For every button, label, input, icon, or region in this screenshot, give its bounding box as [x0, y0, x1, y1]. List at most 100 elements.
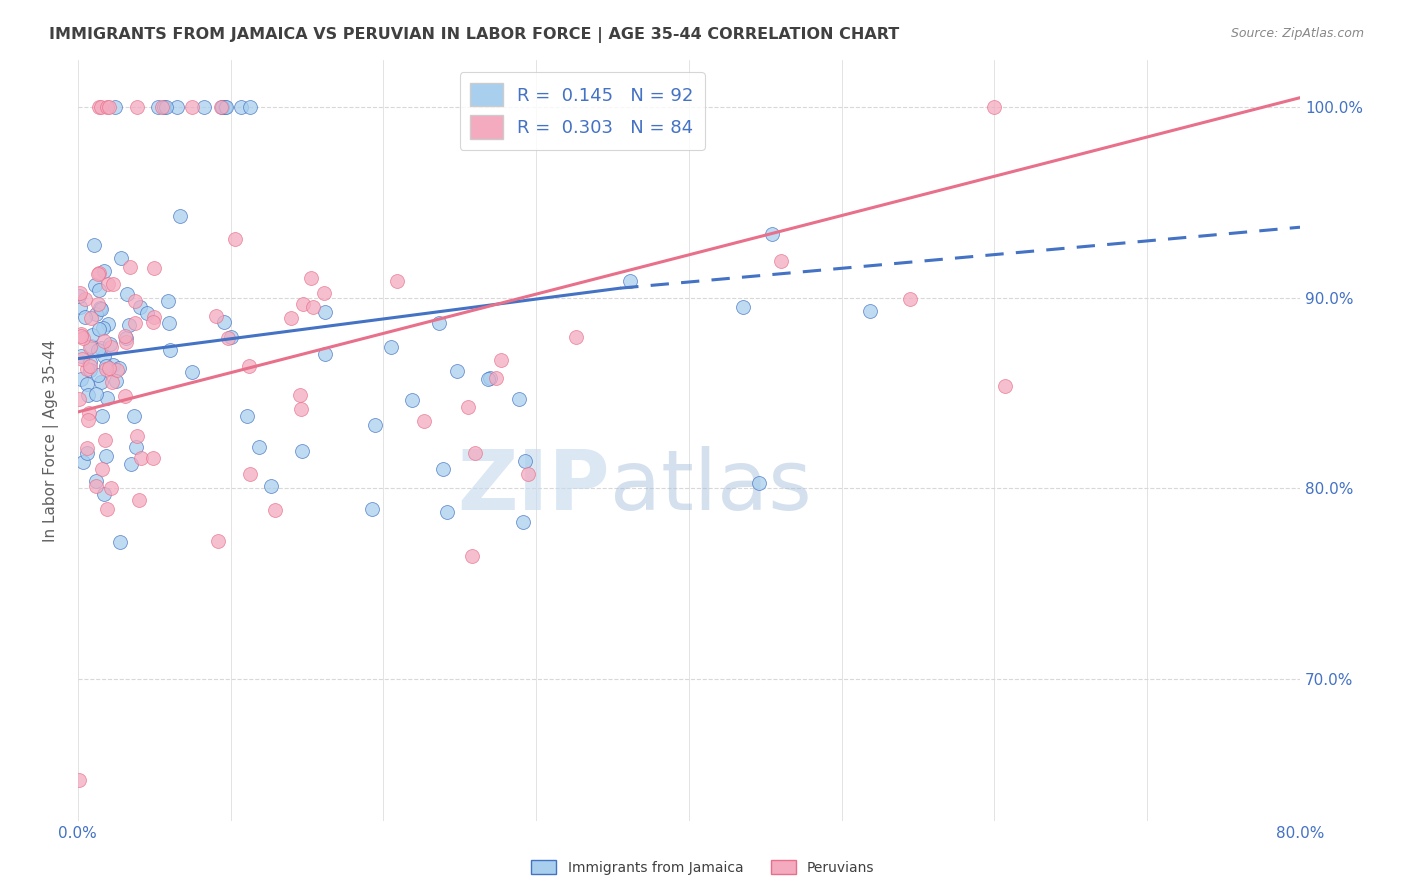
Point: [115, 335, 138, 350]
Point: [127, 100, 149, 114]
Point: [115, 287, 138, 301]
Point: [84, 479, 107, 493]
Point: [217, 331, 239, 345]
Point: [291, 444, 314, 458]
Point: [105, 374, 128, 388]
Point: [239, 100, 262, 114]
Point: [87, 100, 110, 114]
Point: [70, 352, 93, 367]
Point: [478, 371, 501, 385]
Point: [207, 533, 229, 548]
Point: [70, 326, 93, 341]
Point: [120, 458, 142, 472]
Point: [142, 261, 165, 276]
Point: [212, 314, 235, 328]
Point: [110, 251, 132, 265]
Point: [361, 501, 384, 516]
Point: [80, 339, 103, 353]
Point: [96, 449, 118, 463]
Point: [122, 409, 145, 423]
Legend: Immigrants from Jamaica, Peruvians: Immigrants from Jamaica, Peruvians: [526, 855, 880, 880]
Point: [129, 300, 152, 314]
Point: [769, 254, 792, 268]
Point: [105, 362, 128, 376]
Legend: R =  0.145   N = 92, R =  0.303   N = 84: R = 0.145 N = 92, R = 0.303 N = 84: [460, 72, 704, 150]
Point: [292, 297, 315, 311]
Point: [564, 329, 586, 343]
Point: [446, 364, 468, 378]
Point: [209, 100, 232, 114]
Point: [76, 376, 98, 391]
Point: [97, 100, 120, 114]
Point: [385, 274, 408, 288]
Y-axis label: In Labor Force | Age 35-44: In Labor Force | Age 35-44: [44, 339, 59, 541]
Point: [314, 346, 336, 360]
Point: [432, 462, 454, 476]
Point: [314, 305, 336, 319]
Point: [70, 329, 93, 343]
Point: [485, 370, 508, 384]
Point: [90, 342, 112, 356]
Point: [107, 360, 129, 375]
Point: [90, 301, 112, 316]
Point: [302, 300, 325, 314]
Point: [290, 402, 312, 417]
Point: [77, 412, 100, 426]
Point: [181, 365, 204, 379]
Text: Source: ZipAtlas.com: Source: ZipAtlas.com: [1230, 27, 1364, 40]
Point: [364, 418, 387, 433]
Point: [80, 311, 103, 326]
Point: [93, 334, 115, 348]
Point: [380, 340, 402, 354]
Point: [125, 440, 148, 454]
Point: [211, 100, 233, 114]
Point: [100, 340, 122, 354]
Point: [115, 331, 138, 345]
Point: [264, 503, 287, 517]
Point: [477, 372, 499, 386]
Point: [508, 392, 530, 406]
Point: [247, 440, 270, 454]
Point: [619, 274, 641, 288]
Point: [280, 311, 302, 326]
Point: [76, 441, 98, 455]
Point: [238, 359, 260, 374]
Point: [166, 100, 188, 114]
Point: [142, 310, 165, 324]
Point: [129, 451, 152, 466]
Point: [124, 316, 146, 330]
Point: [401, 393, 423, 408]
Point: [91, 462, 114, 476]
Point: [142, 315, 165, 329]
Point: [87, 368, 110, 382]
Point: [159, 316, 181, 330]
Point: [118, 260, 141, 274]
Text: IMMIGRANTS FROM JAMAICA VS PERUVIAN IN LABOR FORCE | AGE 35-44 CORRELATION CHART: IMMIGRANTS FROM JAMAICA VS PERUVIAN IN L…: [49, 27, 900, 43]
Point: [87, 343, 110, 357]
Point: [84, 386, 107, 401]
Point: [76, 387, 98, 401]
Point: [79, 340, 101, 354]
Point: [103, 100, 125, 114]
Point: [288, 388, 311, 402]
Point: [93, 487, 115, 501]
Point: [87, 283, 110, 297]
Point: [312, 286, 335, 301]
Point: [489, 352, 512, 367]
Point: [155, 100, 177, 114]
Point: [72, 455, 94, 469]
Point: [153, 100, 176, 114]
Point: [101, 358, 124, 372]
Text: ZIP: ZIP: [457, 446, 610, 527]
Point: [97, 277, 120, 291]
Point: [898, 292, 921, 306]
Point: [84, 474, 107, 488]
Point: [67, 392, 90, 406]
Point: [214, 100, 236, 114]
Point: [731, 300, 754, 314]
Point: [128, 493, 150, 508]
Point: [157, 293, 180, 308]
Point: [180, 100, 202, 114]
Point: [436, 505, 458, 519]
Point: [761, 227, 783, 241]
